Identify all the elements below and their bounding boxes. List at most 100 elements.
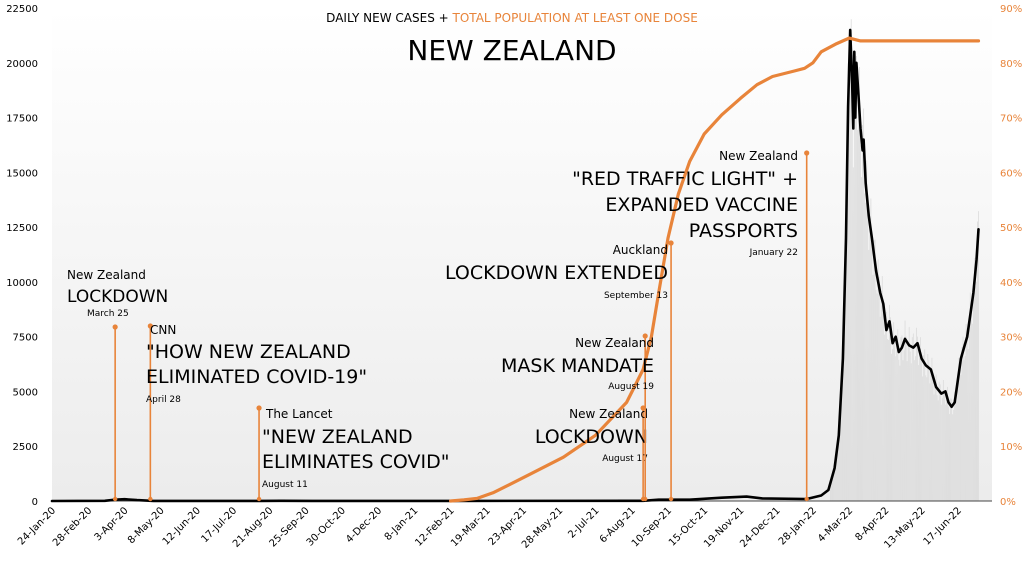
case-bar	[910, 363, 912, 501]
case-bar	[970, 309, 972, 501]
case-bar	[880, 300, 882, 501]
case-bar	[890, 317, 891, 501]
annotation-date: March 25	[87, 309, 129, 319]
x-tick-label: 3-Apr-20	[93, 505, 131, 543]
annotation-headline: ELIMINATES COVID"	[262, 451, 450, 473]
y-left-tick-label: 10000	[6, 278, 38, 289]
annotation-kicker: New Zealand	[569, 407, 648, 421]
chart-title: NEW ZEALAND	[407, 34, 616, 67]
case-bar	[942, 379, 944, 501]
chart-subtitle: DAILY NEW CASES + TOTAL POPULATION AT LE…	[326, 11, 698, 25]
case-bar	[940, 404, 942, 501]
subtitle-highlight: TOTAL POPULATION AT LEAST ONE DOSE	[452, 11, 698, 25]
x-axis: 24-Jan-2028-Feb-203-Apr-208-May-2012-Jun…	[16, 500, 992, 551]
case-bar	[891, 353, 892, 501]
case-bar	[832, 472, 833, 501]
plot-background	[52, 8, 992, 501]
x-tick-label: 28-Feb-20	[51, 505, 94, 548]
subtitle-prefix: DAILY NEW CASES +	[326, 11, 452, 25]
case-bar	[857, 129, 858, 502]
case-bar	[901, 335, 903, 501]
annotation-date: August 17	[602, 454, 648, 464]
x-tick-label: 19-Mar-21	[449, 505, 493, 549]
case-bar	[963, 360, 965, 501]
case-bar	[845, 269, 847, 501]
case-bar	[889, 304, 890, 501]
case-bar	[921, 361, 923, 501]
case-bar	[929, 383, 931, 501]
case-bar	[900, 337, 902, 501]
case-bar	[862, 125, 864, 501]
case-bar	[895, 356, 897, 501]
case-bar	[911, 337, 913, 501]
daily-case-bars	[830, 19, 979, 502]
case-bar	[877, 259, 879, 501]
case-bar	[876, 293, 878, 501]
case-bar	[939, 384, 941, 501]
case-bar	[931, 357, 933, 501]
case-bar	[953, 409, 955, 501]
case-bar	[852, 167, 854, 502]
case-bar	[830, 484, 831, 501]
case-bar	[952, 414, 954, 501]
annotation-kicker: The Lancet	[265, 407, 333, 421]
case-bar	[863, 108, 865, 502]
case-bar	[941, 398, 943, 501]
annotation-date: January 22	[749, 248, 798, 258]
case-bar	[947, 386, 948, 501]
case-bar	[933, 394, 935, 501]
annotation-kicker: New Zealand	[575, 336, 654, 350]
case-bar	[959, 369, 961, 501]
case-bar	[951, 398, 953, 501]
case-bar	[972, 284, 974, 501]
case-bar	[976, 281, 977, 501]
x-tick-label: 17-Jun-22	[922, 505, 964, 547]
case-bar	[866, 160, 868, 501]
y-right-tick-label: 50%	[1000, 223, 1022, 234]
annotation-headline: LOCKDOWN EXTENDED	[445, 262, 668, 284]
case-bar	[948, 406, 949, 501]
case-bar	[842, 362, 844, 501]
case-bar	[849, 74, 851, 502]
case-bar	[888, 339, 889, 501]
annotation-base-dot	[668, 496, 674, 502]
case-bar	[902, 360, 904, 501]
case-bar	[831, 479, 832, 501]
case-bar	[924, 349, 926, 501]
case-bar	[848, 94, 850, 501]
annotation-kicker: New Zealand	[719, 149, 798, 163]
annotation-base-dot	[804, 496, 809, 502]
case-bar	[934, 379, 936, 501]
case-bar	[958, 357, 960, 501]
case-bar	[893, 322, 895, 501]
series-lines	[50, 28, 981, 503]
case-bar	[884, 313, 886, 501]
case-bar	[882, 305, 884, 501]
annotation-date: September 13	[604, 291, 668, 301]
case-bar	[881, 276, 883, 501]
case-bar	[868, 249, 870, 501]
annotation-dot	[668, 240, 674, 246]
annotation-dot	[642, 333, 648, 339]
annotation-dot	[147, 323, 153, 329]
case-bar	[925, 375, 927, 501]
case-bar	[844, 278, 846, 501]
case-bar	[879, 316, 881, 501]
case-bar	[945, 404, 946, 501]
case-bar	[926, 377, 928, 501]
case-bar	[839, 407, 841, 501]
annotation-headline: MASK MANDATE	[501, 355, 654, 377]
annotation-date: August 19	[608, 382, 654, 392]
case-bar	[864, 193, 866, 501]
annotation-dot	[804, 150, 810, 156]
case-bar	[897, 329, 899, 501]
y-right-tick-label: 70%	[1000, 114, 1022, 125]
case-bar	[872, 274, 874, 501]
annotation-headline: EXPANDED VACCINE	[605, 194, 798, 216]
y-left-tick-label: 12500	[6, 223, 38, 234]
right-axis: 0% 10% 20% 30% 40% 50% 60% 70% 80% 90%	[1000, 4, 1022, 508]
case-bar	[878, 276, 880, 501]
case-bar	[967, 348, 969, 501]
case-bar	[843, 296, 845, 501]
